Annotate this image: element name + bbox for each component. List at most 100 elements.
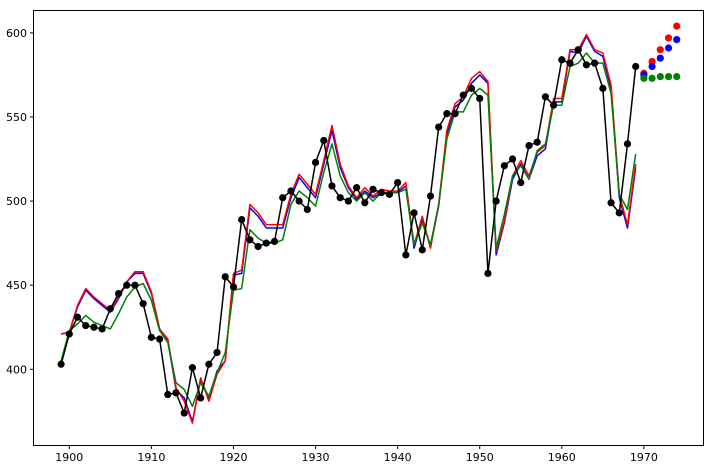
data-point xyxy=(459,91,467,99)
data-point xyxy=(295,197,303,205)
x-tick-label: 1910 xyxy=(137,451,165,464)
data-point xyxy=(352,184,361,192)
data-point xyxy=(476,94,484,103)
data-point xyxy=(443,110,451,118)
data-point xyxy=(197,394,205,402)
data-point xyxy=(361,199,369,207)
data-point xyxy=(508,155,517,163)
data-point xyxy=(664,34,673,42)
series-forecast-6 xyxy=(640,73,681,82)
data-point xyxy=(344,197,352,205)
data-point xyxy=(648,74,656,82)
data-point xyxy=(656,54,664,62)
data-point xyxy=(632,62,640,71)
data-point xyxy=(139,300,147,308)
data-point xyxy=(640,74,648,82)
data-point xyxy=(615,209,623,217)
data-point xyxy=(673,35,681,44)
data-point xyxy=(607,199,615,207)
data-point xyxy=(188,364,197,372)
data-point xyxy=(303,205,311,214)
data-point xyxy=(262,239,270,247)
data-point xyxy=(467,84,476,92)
data-point xyxy=(541,93,549,101)
data-point xyxy=(336,194,344,202)
data-point xyxy=(517,178,525,187)
x-tick-label: 1900 xyxy=(55,451,83,464)
data-point xyxy=(279,194,287,202)
data-point xyxy=(673,73,681,81)
data-point xyxy=(623,140,632,148)
data-point xyxy=(270,237,279,246)
data-point xyxy=(328,182,336,190)
data-point xyxy=(123,281,131,289)
x-tick-label: 1970 xyxy=(630,451,658,464)
data-point xyxy=(131,281,139,289)
data-point xyxy=(106,305,114,313)
data-point xyxy=(566,59,574,67)
data-point xyxy=(229,283,238,291)
data-point xyxy=(664,73,673,81)
data-point xyxy=(385,190,394,198)
data-point xyxy=(98,325,106,333)
data-point xyxy=(656,46,664,54)
data-point xyxy=(155,335,164,343)
data-point xyxy=(656,73,664,81)
x-tick-label: 1920 xyxy=(219,451,247,464)
data-point xyxy=(147,333,155,341)
plot-area xyxy=(33,10,704,446)
data-point xyxy=(180,409,188,417)
data-point xyxy=(435,123,443,131)
data-point xyxy=(591,59,599,67)
data-point xyxy=(664,44,673,52)
y-axis: 400 450 500 550 600 xyxy=(6,27,34,376)
data-point xyxy=(377,189,385,197)
data-point xyxy=(648,57,656,66)
data-point xyxy=(418,246,426,254)
data-point xyxy=(394,178,402,187)
series-observed-0 xyxy=(57,46,640,417)
x-tick-label: 1930 xyxy=(302,451,330,464)
series-line xyxy=(60,33,637,424)
y-tick-label: 400 xyxy=(6,363,27,376)
data-point xyxy=(402,251,410,259)
series-layer xyxy=(57,22,681,424)
data-point xyxy=(65,330,73,338)
y-tick-label: 550 xyxy=(6,111,27,124)
data-point xyxy=(164,390,172,399)
series-line xyxy=(60,52,637,408)
data-point xyxy=(369,185,377,193)
data-point xyxy=(410,209,418,217)
data-point xyxy=(484,269,492,278)
data-point xyxy=(90,323,98,331)
x-tick-label: 1960 xyxy=(548,451,576,464)
data-point xyxy=(500,162,508,170)
data-point xyxy=(558,56,566,64)
series-forecast-4 xyxy=(640,22,681,77)
x-axis: 1900 1910 1920 1930 1940 1950 1960 1970 xyxy=(55,445,658,464)
y-tick-label: 450 xyxy=(6,279,27,292)
y-tick-label: 500 xyxy=(6,195,27,208)
data-point xyxy=(550,101,558,109)
series-fit-2 xyxy=(60,33,637,424)
data-point xyxy=(533,138,541,146)
data-point xyxy=(648,62,656,71)
data-point xyxy=(172,389,180,397)
y-tick-label: 600 xyxy=(6,27,27,40)
data-point xyxy=(205,360,213,368)
data-point xyxy=(114,290,123,298)
data-point xyxy=(82,321,90,330)
data-point xyxy=(492,197,500,205)
data-point xyxy=(238,215,246,224)
data-point xyxy=(246,236,254,244)
data-point xyxy=(213,348,221,357)
data-point xyxy=(451,110,459,118)
x-tick-label: 1940 xyxy=(384,451,412,464)
data-point xyxy=(426,192,435,200)
data-point xyxy=(311,158,320,166)
data-point xyxy=(582,61,591,69)
data-point xyxy=(525,141,533,150)
data-point xyxy=(574,46,582,54)
data-point xyxy=(287,187,295,195)
